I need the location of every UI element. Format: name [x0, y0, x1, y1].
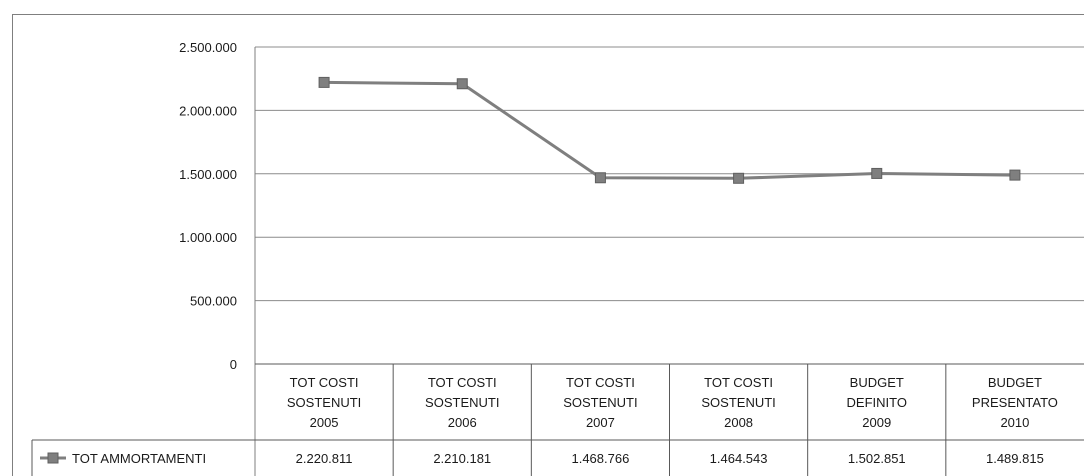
category-label-line: TOT COSTI: [290, 375, 359, 390]
table-value-cell: 2.210.181: [433, 451, 491, 466]
category-label: BUDGET PRESENTATO 2010: [972, 375, 1058, 430]
category-label-line: PRESENTATO: [972, 395, 1058, 410]
y-tick-label: 2.000.000: [179, 103, 237, 118]
category-label-line: 2010: [1000, 415, 1029, 430]
category-label-line: TOT COSTI: [566, 375, 635, 390]
data-point-marker: [1009, 169, 1021, 181]
category-label: TOT COSTI SOSTENUTI 2005: [287, 375, 361, 430]
category-label-line: TOT COSTI: [428, 375, 497, 390]
table-value-cell: 1.468.766: [571, 451, 629, 466]
data-point-marker: [733, 172, 745, 184]
category-label: TOT COSTI SOSTENUTI 2008: [701, 375, 775, 430]
category-label-line: 2006: [448, 415, 477, 430]
y-tick-label: 500.000: [190, 294, 237, 309]
category-label-line: SOSTENUTI: [287, 395, 361, 410]
category-label-line: TOT COSTI: [704, 375, 773, 390]
y-tick-label: 1.500.000: [179, 167, 237, 182]
table-value-cell: 1.489.815: [986, 451, 1044, 466]
category-label-line: BUDGET: [850, 375, 904, 390]
category-label-line: 2008: [724, 415, 753, 430]
y-tick-label: 0: [230, 357, 237, 372]
category-label: TOT COSTI SOSTENUTI 2006: [425, 375, 499, 430]
category-label: BUDGET DEFINITO 2009: [847, 375, 907, 430]
legend-series-name: TOT AMMORTAMENTI: [72, 451, 206, 466]
category-label-line: BUDGET: [988, 375, 1042, 390]
chart-frame: [12, 14, 1084, 476]
category-label-line: 2009: [862, 415, 891, 430]
series-line: [324, 80, 1015, 180]
category-label-line: SOSTENUTI: [425, 395, 499, 410]
data-point-marker: [318, 76, 330, 88]
category-label-line: DEFINITO: [847, 395, 907, 410]
legend-marker-key: [47, 452, 59, 464]
category-label-line: SOSTENUTI: [563, 395, 637, 410]
y-tick-label: 2.500.000: [179, 40, 237, 55]
category-label-line: 2005: [310, 415, 339, 430]
data-point-marker: [456, 78, 468, 90]
category-label-line: SOSTENUTI: [701, 395, 775, 410]
data-point-marker: [871, 167, 883, 179]
table-value-cell: 1.502.851: [848, 451, 906, 466]
table-value-cell: 2.220.811: [296, 451, 353, 466]
data-point-marker: [594, 172, 606, 184]
y-tick-label: 1.000.000: [179, 230, 237, 245]
category-label-line: 2007: [586, 415, 615, 430]
category-label: TOT COSTI SOSTENUTI 2007: [563, 375, 637, 430]
table-value-cell: 1.464.543: [710, 451, 768, 466]
